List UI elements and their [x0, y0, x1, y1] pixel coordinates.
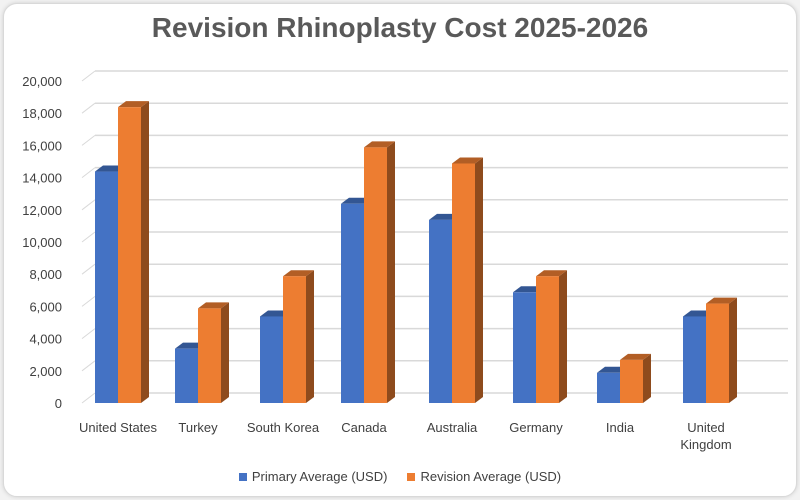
legend-label-primary: Primary Average (USD)	[251, 469, 388, 484]
y-tick-label: 10,000	[22, 235, 62, 250]
x-tick-label: Germany	[509, 420, 563, 435]
legend-label-revision: Revision Average (USD)	[420, 469, 562, 484]
gridline-depth	[81, 392, 96, 404]
bar	[175, 348, 198, 403]
y-tick-label: 16,000	[22, 138, 62, 153]
bar	[683, 316, 706, 403]
gridline-depth	[81, 360, 96, 372]
bar-top	[452, 157, 483, 164]
legend-item-primary: Primary Average (USD)	[238, 469, 388, 484]
y-tick-label: 6,000	[29, 299, 62, 314]
x-tick-label: Canada	[341, 420, 387, 435]
y-tick-label: 4,000	[29, 332, 62, 347]
x-tick-label: South Korea	[247, 420, 320, 435]
bar-top	[364, 141, 395, 148]
bar	[95, 171, 118, 403]
bar	[118, 107, 141, 404]
y-tick-label: 8,000	[29, 267, 62, 282]
bar	[198, 308, 221, 403]
gridline-depth	[81, 135, 96, 146]
bar	[706, 303, 729, 403]
x-tick-label: United States	[79, 420, 158, 435]
bar	[620, 359, 643, 403]
bar	[536, 276, 559, 403]
gridline-depth	[81, 296, 96, 307]
y-tick-label: 14,000	[22, 171, 62, 186]
bar-side	[306, 270, 314, 403]
gridline-depth	[81, 199, 96, 211]
bar	[513, 292, 536, 403]
bar-side	[475, 157, 483, 403]
bar	[429, 219, 452, 403]
chart-title: Revision Rhinoplasty Cost 2025-2026	[151, 12, 649, 43]
bar	[364, 147, 387, 403]
x-tick-label: Australia	[427, 420, 478, 435]
bar	[341, 203, 364, 403]
y-tick-label: 18,000	[22, 106, 62, 121]
bar-side	[559, 270, 567, 403]
y-tick-label: 20,000	[22, 74, 62, 89]
x-tick-label: Turkey	[178, 420, 218, 435]
bar-side	[387, 141, 395, 403]
gridline-depth	[81, 263, 96, 275]
x-tick-label: United Kingdom	[680, 420, 731, 452]
x-tick-label: India	[606, 420, 635, 435]
legend-item-revision: Revision Average (USD)	[407, 469, 561, 484]
gridline-depth	[81, 328, 96, 339]
legend: Primary Average (USD) Revision Average (…	[0, 469, 800, 484]
bar	[452, 163, 475, 403]
bar	[260, 316, 283, 403]
y-tick-label: 12,000	[22, 203, 62, 218]
bar-side	[729, 297, 737, 403]
gridline-depth	[81, 102, 96, 114]
bar-top	[620, 353, 651, 360]
bar-top	[198, 302, 229, 309]
bar	[597, 372, 620, 403]
y-tick-label: 2,000	[29, 364, 62, 379]
bar-top	[118, 101, 149, 108]
bar-side	[141, 101, 149, 404]
gridline-depth	[81, 167, 96, 178]
bar	[283, 276, 306, 403]
bar-top	[706, 297, 737, 304]
gridline-depth	[81, 70, 96, 82]
gridline-depth	[81, 231, 96, 243]
legend-swatch-primary	[238, 472, 247, 481]
bar-side	[643, 353, 651, 403]
bar-top	[536, 270, 567, 277]
legend-swatch-revision	[407, 472, 416, 481]
bar-top	[283, 270, 314, 277]
bar-side	[221, 302, 229, 403]
y-tick-label: 0	[55, 396, 62, 411]
